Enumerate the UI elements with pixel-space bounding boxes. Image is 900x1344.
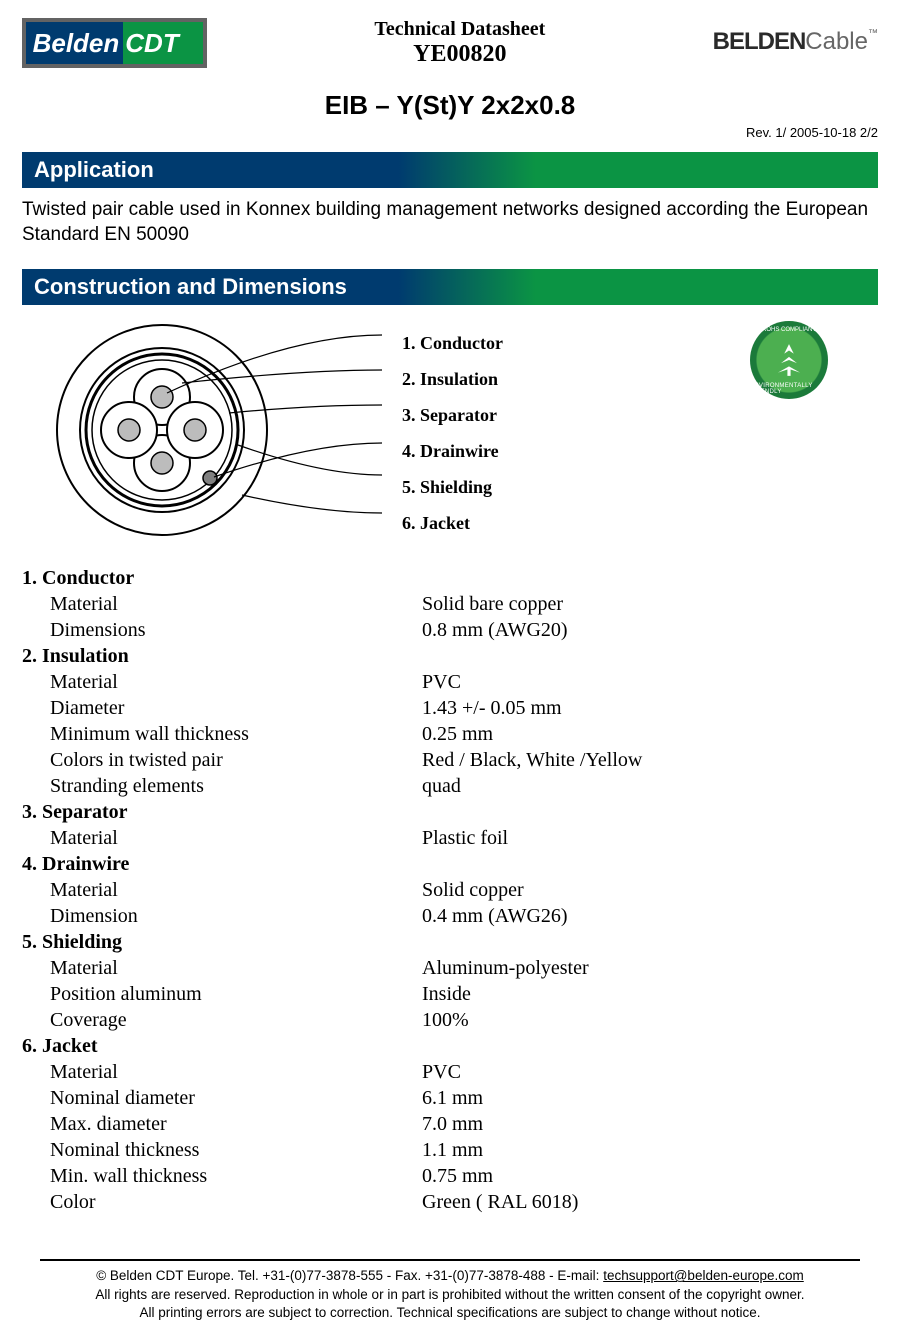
spec-row: Max. diameter7.0 mm [22, 1111, 878, 1137]
spec-row: MaterialPVC [22, 1059, 878, 1085]
spec-key: Dimensions [22, 617, 422, 643]
spec-key: Color [22, 1189, 422, 1215]
header-center: Technical Datasheet YE00820 [374, 18, 545, 68]
spec-row: Coverage100% [22, 1007, 878, 1033]
belden-cable-logo: BELDENCable™ [713, 18, 878, 56]
spec-value: PVC [422, 669, 878, 695]
spec-row: MaterialPVC [22, 669, 878, 695]
logo-right-tm: ™ [868, 28, 878, 39]
spec-value: quad [422, 773, 878, 799]
spec-key: Material [22, 955, 422, 981]
spec-value: Aluminum-polyester [422, 955, 878, 981]
product-title: EIB – Y(St)Y 2x2x0.8 [22, 90, 878, 121]
spec-key: Stranding elements [22, 773, 422, 799]
spec-heading: 2. Insulation [22, 643, 878, 669]
spec-value: 1.43 +/- 0.05 mm [422, 695, 878, 721]
spec-key: Material [22, 877, 422, 903]
footer: © Belden CDT Europe. Tel. +31-(0)77-3878… [40, 1259, 860, 1322]
spec-key: Position aluminum [22, 981, 422, 1007]
diagram-label-2: 2. Insulation [402, 361, 503, 397]
footer-email: techsupport@belden-europe.com [603, 1268, 804, 1283]
spec-row: Stranding elementsquad [22, 773, 878, 799]
belden-cdt-logo: Belden CDT [22, 18, 207, 68]
spec-value: 0.75 mm [422, 1163, 878, 1189]
logo-left-part1: Belden [26, 22, 123, 64]
spec-key: Material [22, 1059, 422, 1085]
diagram-label-4: 4. Drainwire [402, 433, 503, 469]
diagram-label-3: 3. Separator [402, 397, 503, 433]
spec-row: Min. wall thickness0.75 mm [22, 1163, 878, 1189]
section-application: Application [22, 152, 878, 188]
section-construction: Construction and Dimensions [22, 269, 878, 305]
spec-value: 0.8 mm (AWG20) [422, 617, 878, 643]
datasheet-label: Technical Datasheet [374, 18, 545, 41]
spec-value: 0.25 mm [422, 721, 878, 747]
spec-key: Dimension [22, 903, 422, 929]
spec-key: Min. wall thickness [22, 1163, 422, 1189]
spec-value: Red / Black, White /Yellow [422, 747, 878, 773]
footer-line3: All printing errors are subject to corre… [40, 1304, 860, 1322]
spec-row: Nominal diameter6.1 mm [22, 1085, 878, 1111]
spec-key: Nominal diameter [22, 1085, 422, 1111]
spec-row: Position aluminumInside [22, 981, 878, 1007]
spec-row: Dimension0.4 mm (AWG26) [22, 903, 878, 929]
diagram-label-1: 1. Conductor [402, 325, 503, 361]
spec-value: Solid bare copper [422, 591, 878, 617]
spec-row: MaterialPlastic foil [22, 825, 878, 851]
header: Belden CDT Technical Datasheet YE00820 B… [22, 18, 878, 68]
diagram-labels: 1. Conductor 2. Insulation 3. Separator … [402, 325, 503, 541]
specs-block: 1. ConductorMaterialSolid bare copperDim… [22, 565, 878, 1215]
spec-heading: 6. Jacket [22, 1033, 878, 1059]
rohs-top: ROHS COMPLIANT [762, 327, 816, 333]
footer-line2: All rights are reserved. Reproduction in… [40, 1286, 860, 1304]
spec-value: 100% [422, 1007, 878, 1033]
diagram-label-6: 6. Jacket [402, 505, 503, 541]
spec-value: 6.1 mm [422, 1085, 878, 1111]
spec-row: Nominal thickness1.1 mm [22, 1137, 878, 1163]
spec-heading: 5. Shielding [22, 929, 878, 955]
spec-value: Green ( RAL 6018) [422, 1189, 878, 1215]
spec-key: Max. diameter [22, 1111, 422, 1137]
rohs-badge-icon: ROHS COMPLIANT ENVIRONMENTALLY FRIENDLY [750, 321, 828, 399]
part-number: YE00820 [374, 41, 545, 68]
spec-heading: 4. Drainwire [22, 851, 878, 877]
spec-row: ColorGreen ( RAL 6018) [22, 1189, 878, 1215]
diagram-area: 1. Conductor 2. Insulation 3. Separator … [22, 315, 878, 555]
revision-text: Rev. 1/ 2005-10-18 2/2 [22, 125, 878, 140]
spec-row: Minimum wall thickness0.25 mm [22, 721, 878, 747]
footer-line1: © Belden CDT Europe. Tel. +31-(0)77-3878… [40, 1267, 860, 1285]
spec-key: Minimum wall thickness [22, 721, 422, 747]
spec-row: Diameter1.43 +/- 0.05 mm [22, 695, 878, 721]
rohs-bottom: ENVIRONMENTALLY FRIENDLY [750, 383, 828, 395]
spec-row: MaterialSolid copper [22, 877, 878, 903]
logo-right-bold: BELDEN [713, 28, 806, 55]
logo-right-thin: Cable [805, 28, 868, 55]
spec-key: Coverage [22, 1007, 422, 1033]
spec-value: Plastic foil [422, 825, 878, 851]
spec-key: Material [22, 669, 422, 695]
spec-value: PVC [422, 1059, 878, 1085]
spec-value: 1.1 mm [422, 1137, 878, 1163]
footer-line1-pre: © Belden CDT Europe. Tel. +31-(0)77-3878… [96, 1268, 603, 1283]
spec-row: Dimensions0.8 mm (AWG20) [22, 617, 878, 643]
cable-cross-section-icon [42, 315, 382, 545]
spec-key: Material [22, 825, 422, 851]
spec-value: Solid copper [422, 877, 878, 903]
spec-key: Material [22, 591, 422, 617]
spec-value: Inside [422, 981, 878, 1007]
diagram-label-5: 5. Shielding [402, 469, 503, 505]
spec-key: Colors in twisted pair [22, 747, 422, 773]
logo-left-part2: CDT [123, 22, 203, 64]
spec-heading: 3. Separator [22, 799, 878, 825]
spec-row: MaterialSolid bare copper [22, 591, 878, 617]
spec-key: Diameter [22, 695, 422, 721]
spec-value: 0.4 mm (AWG26) [422, 903, 878, 929]
application-text: Twisted pair cable used in Konnex buildi… [22, 198, 878, 247]
spec-value: 7.0 mm [422, 1111, 878, 1137]
spec-heading: 1. Conductor [22, 565, 878, 591]
spec-row: MaterialAluminum-polyester [22, 955, 878, 981]
spec-key: Nominal thickness [22, 1137, 422, 1163]
spec-row: Colors in twisted pairRed / Black, White… [22, 747, 878, 773]
